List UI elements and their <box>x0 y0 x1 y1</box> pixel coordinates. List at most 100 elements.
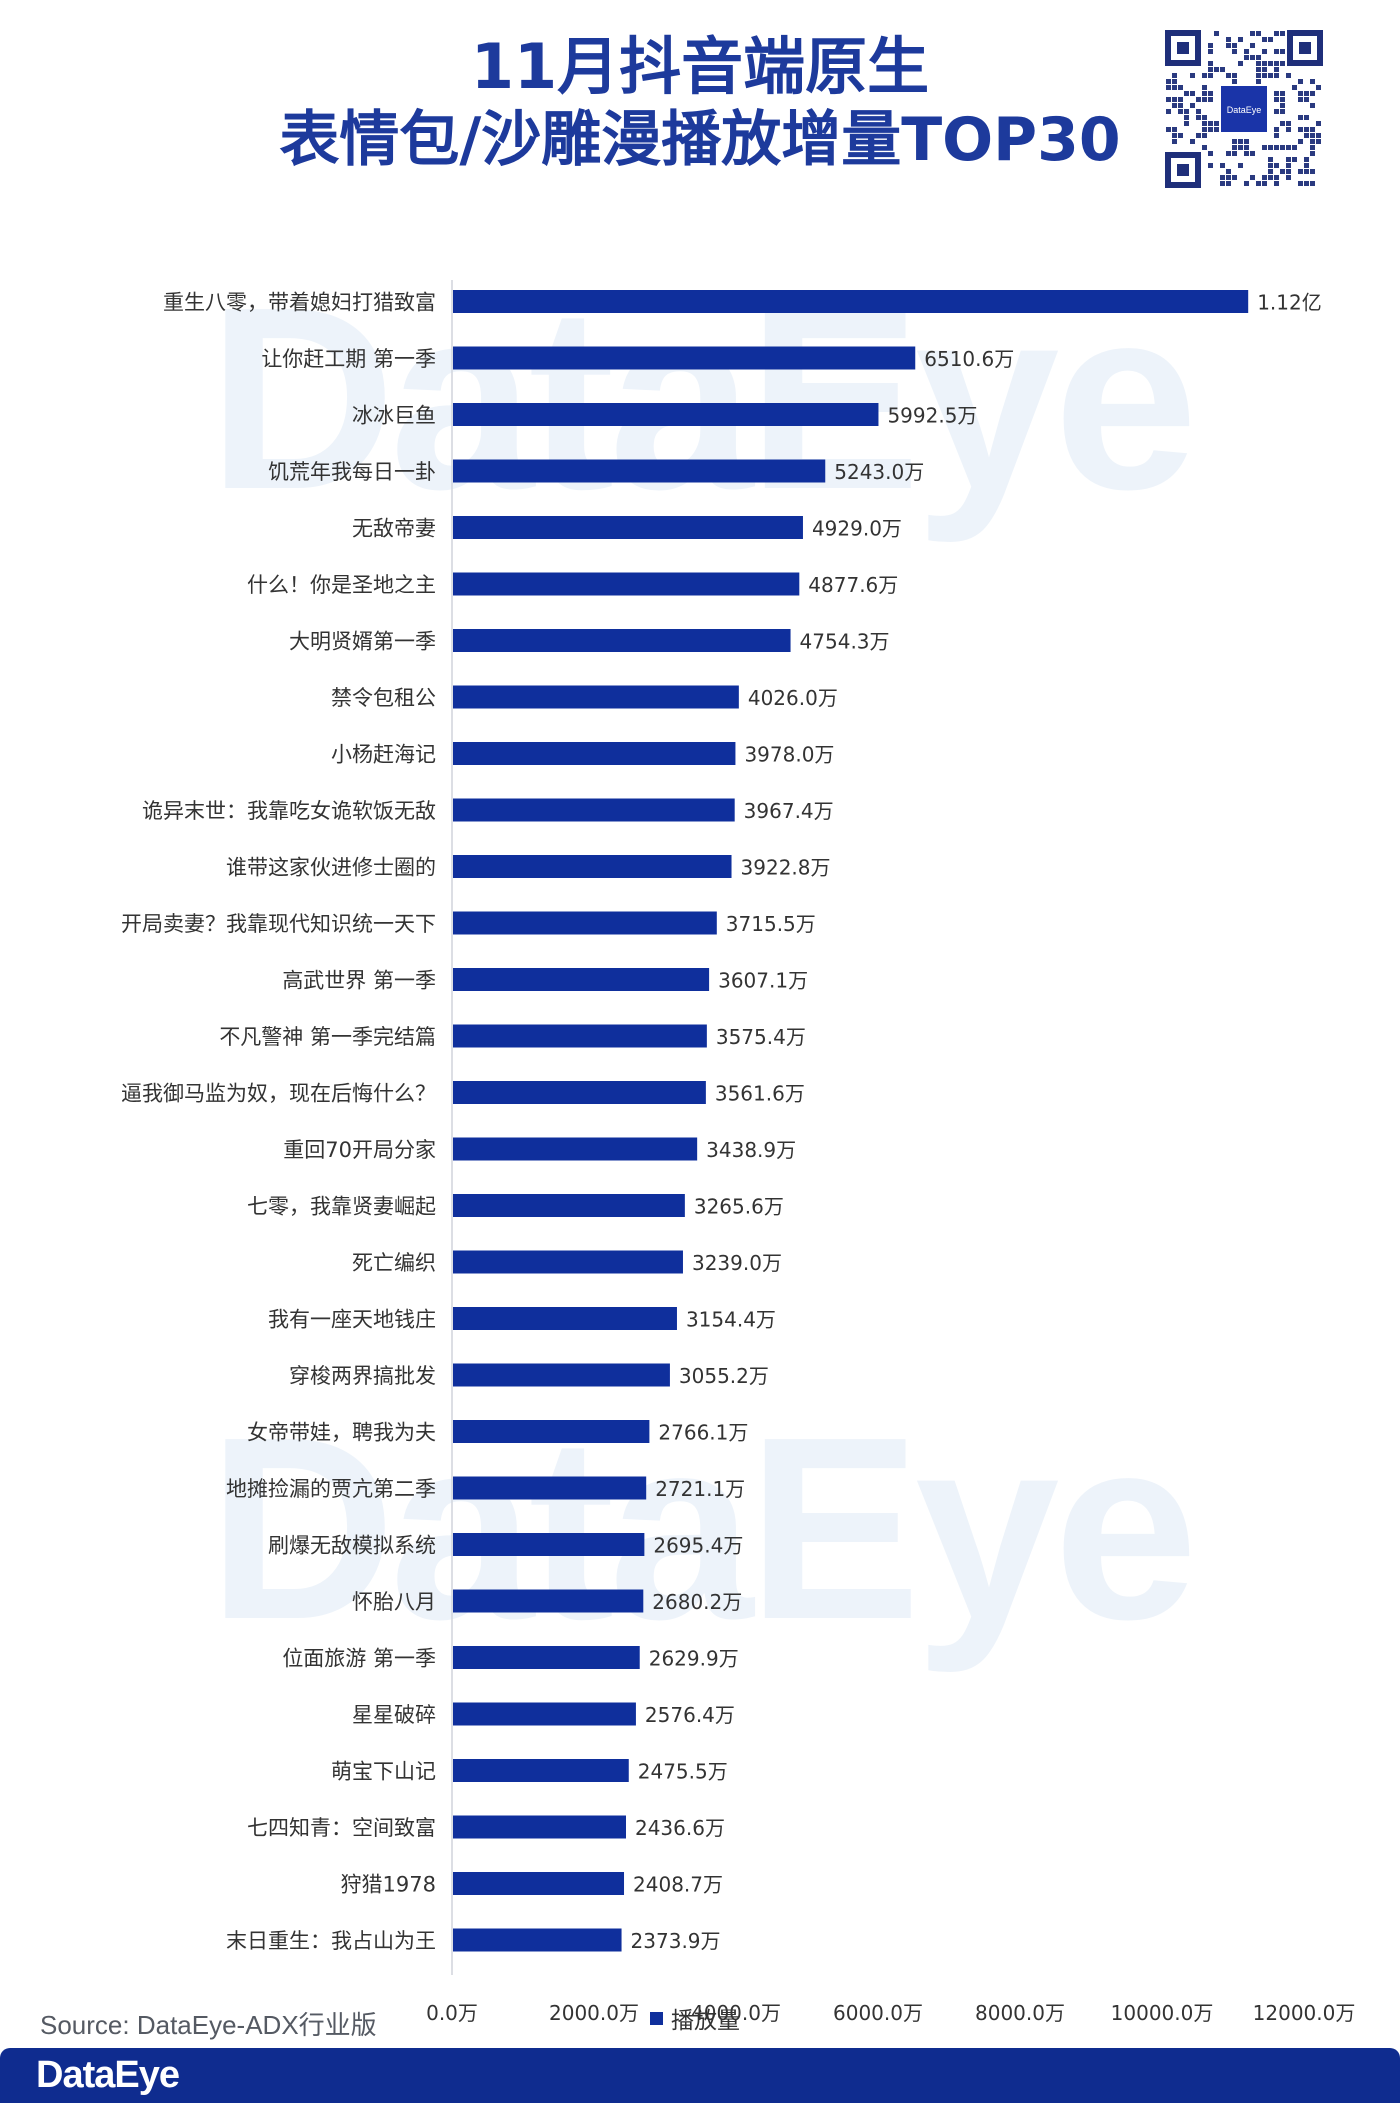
x-tick-label: 6000.0万 <box>833 2001 923 2025</box>
data-label: 1.12亿 <box>1257 291 1322 315</box>
category-label: 开局卖妻？我靠现代知识统一天下 <box>121 912 436 936</box>
category-label: 无敌帝妻 <box>352 517 436 541</box>
category-label: 星星破碎 <box>352 1703 436 1727</box>
data-label: 5992.5万 <box>887 404 977 428</box>
data-label: 2680.2万 <box>652 1590 742 1614</box>
bar <box>453 516 803 539</box>
category-label: 死亡编织 <box>352 1251 436 1275</box>
bar <box>453 1307 677 1330</box>
qr-logo-text: DataEye <box>1227 105 1262 115</box>
category-label: 刷爆无敌模拟系统 <box>268 1534 436 1558</box>
bar <box>453 1928 622 1952</box>
category-label: 重生八零，带着媳妇打猎致富 <box>163 291 436 315</box>
data-label: 2576.4万 <box>645 1703 735 1727</box>
x-tick-label: 4000.0万 <box>691 2001 781 2025</box>
bar <box>453 1194 685 1217</box>
category-label: 什么！你是圣地之主 <box>247 573 436 597</box>
category-label: 位面旅游 第一季 <box>282 1647 436 1671</box>
bar <box>453 1363 670 1387</box>
bar <box>453 1476 647 1500</box>
data-label: 2408.7万 <box>633 1873 723 1897</box>
category-label: 我有一座天地钱庄 <box>268 1308 436 1332</box>
data-label: 4026.0万 <box>748 686 838 710</box>
x-tick-label: 8000.0万 <box>975 2001 1065 2025</box>
bar <box>453 403 879 426</box>
data-label: 3575.4万 <box>716 1025 806 1049</box>
bar <box>453 1137 698 1161</box>
bar <box>453 1420 650 1443</box>
category-label: 诡异末世：我靠吃女诡软饭无敌 <box>142 799 436 823</box>
category-label: 女帝带娃，聘我为夫 <box>247 1421 436 1445</box>
category-label: 萌宝下山记 <box>331 1760 436 1784</box>
data-label: 2695.4万 <box>653 1534 743 1558</box>
category-label: 小杨赶海记 <box>331 743 436 767</box>
chart-legend: 播放量 <box>650 2001 740 2035</box>
bar <box>453 798 735 822</box>
category-label: 七零，我靠贤妻崛起 <box>247 1195 436 1219</box>
category-label: 重回70开局分家 <box>283 1138 436 1162</box>
bar <box>453 459 826 483</box>
data-label: 5243.0万 <box>834 460 924 484</box>
data-label: 3715.5万 <box>726 912 816 936</box>
bar <box>453 1872 625 1895</box>
category-label: 饥荒年我每日一卦 <box>268 460 436 484</box>
data-label: 3239.0万 <box>692 1251 782 1275</box>
x-tick-label: 12000.0万 <box>1253 2001 1356 2025</box>
data-label: 4929.0万 <box>812 517 902 541</box>
category-label: 七四知青：空间致富 <box>247 1816 436 1840</box>
category-label: 谁带这家伙进修士圈的 <box>226 856 436 880</box>
bar <box>453 742 736 765</box>
bar <box>453 1589 644 1613</box>
data-label: 3154.4万 <box>686 1308 776 1332</box>
legend-label: 播放量 <box>671 2008 740 2034</box>
x-tick-label: 10000.0万 <box>1111 2001 1214 2025</box>
category-label: 逼我御马监为奴，现在后悔什么？ <box>121 1082 436 1106</box>
footer-bar: DataEye <box>0 2048 1400 2103</box>
bar <box>453 1024 707 1048</box>
category-label: 地摊捡漏的贾亢第二季 <box>226 1477 436 1501</box>
category-label: 狩猎1978 <box>341 1873 436 1897</box>
bar <box>453 290 1249 313</box>
data-label: 3438.9万 <box>706 1138 796 1162</box>
category-label: 高武世界 第一季 <box>282 969 436 993</box>
data-label: 3922.8万 <box>741 856 831 880</box>
data-label: 2721.1万 <box>655 1477 745 1501</box>
bar <box>453 572 800 596</box>
bar <box>453 1815 626 1839</box>
category-label: 怀胎八月 <box>352 1590 436 1614</box>
data-label: 2373.9万 <box>631 1929 721 1953</box>
bar <box>453 1081 706 1104</box>
bar <box>453 968 710 991</box>
x-tick-label: 2000.0万 <box>549 2001 639 2025</box>
bar-chart: 重生八零，带着媳妇打猎致富 1.12亿 让你赶工期 第一季 6510.6万 冰冰巨鱼 59… <box>0 250 1400 2040</box>
bar <box>453 1250 683 1274</box>
data-label: 2436.6万 <box>635 1816 725 1840</box>
data-label: 3561.6万 <box>715 1082 805 1106</box>
data-label: 3055.2万 <box>679 1364 769 1388</box>
bar <box>453 629 791 652</box>
bar <box>453 855 732 878</box>
qr-code-icon: DataEye <box>1163 28 1325 190</box>
legend-swatch <box>650 2011 663 2025</box>
data-label: 4877.6万 <box>808 573 898 597</box>
bar <box>453 1702 636 1726</box>
data-label: 3607.1万 <box>718 969 808 993</box>
bar <box>453 1646 640 1669</box>
data-label: 3967.4万 <box>744 799 834 823</box>
data-label: 3978.0万 <box>744 743 834 767</box>
bar <box>453 1759 629 1782</box>
title-line-2: 表情包/沙雕漫播放增量TOP30 <box>279 105 1121 176</box>
data-label: 2475.5万 <box>638 1760 728 1784</box>
dataeye-logo: DataEye <box>36 2054 180 2096</box>
source-note: Source: DataEye-ADX行业版 <box>40 2010 377 2040</box>
data-label: 6510.6万 <box>924 347 1014 371</box>
category-label: 大明贤婿第一季 <box>289 630 436 654</box>
page-title: 11月抖音端原生 表情包/沙雕漫播放增量TOP30 <box>250 30 1150 176</box>
title-line-1: 11月抖音端原生 <box>470 30 930 103</box>
bar <box>453 346 916 370</box>
data-label: 4754.3万 <box>800 630 890 654</box>
category-label: 不凡警神 第一季完结篇 <box>219 1025 436 1049</box>
data-label: 2766.1万 <box>658 1421 748 1445</box>
data-label: 2629.9万 <box>649 1647 739 1671</box>
